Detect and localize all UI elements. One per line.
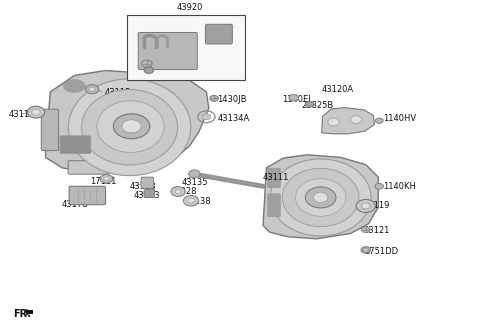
Bar [26,310,33,314]
FancyBboxPatch shape [144,190,155,197]
Circle shape [104,177,109,181]
Text: 43121: 43121 [364,226,390,235]
Text: 43714B: 43714B [163,54,195,64]
Circle shape [363,248,368,252]
Ellipse shape [82,90,178,165]
Text: FR.: FR. [13,309,31,319]
Text: 43920: 43920 [177,4,203,12]
FancyBboxPatch shape [41,109,59,151]
Circle shape [305,187,336,208]
Text: 43929: 43929 [145,31,171,40]
Text: 1430JB: 1430JB [217,94,247,104]
Circle shape [313,193,328,202]
Circle shape [144,67,154,73]
FancyBboxPatch shape [268,194,280,216]
FancyBboxPatch shape [268,168,280,188]
Polygon shape [263,155,378,239]
Text: 1140KH: 1140KH [383,182,416,191]
Circle shape [183,195,199,206]
Ellipse shape [63,80,85,92]
Ellipse shape [97,101,164,153]
Text: 1140EJ: 1140EJ [282,94,311,104]
FancyBboxPatch shape [68,161,109,174]
Circle shape [32,109,40,115]
Circle shape [350,116,362,124]
Circle shape [142,60,152,67]
Circle shape [202,114,211,120]
Text: 43134A: 43134A [217,114,250,123]
Text: 43123: 43123 [133,191,160,200]
FancyBboxPatch shape [138,32,197,70]
Polygon shape [322,108,374,134]
Text: 43119: 43119 [364,200,390,210]
Circle shape [171,187,185,196]
Circle shape [85,85,99,94]
Circle shape [210,95,218,101]
Text: 43113: 43113 [9,110,35,119]
Bar [127,15,245,80]
Text: 1751DD: 1751DD [364,247,398,256]
FancyBboxPatch shape [69,186,106,205]
Text: 43111: 43111 [263,173,289,182]
Ellipse shape [69,79,191,176]
Circle shape [361,203,370,209]
Text: 43929: 43929 [138,25,165,34]
Circle shape [188,198,194,203]
Text: 43120A: 43120A [322,85,354,94]
Ellipse shape [282,168,359,227]
Text: 43115: 43115 [105,88,131,97]
Circle shape [375,118,383,123]
Circle shape [289,94,299,101]
Circle shape [305,101,314,107]
Circle shape [175,190,181,194]
Text: 1140HV: 1140HV [383,114,416,123]
FancyBboxPatch shape [141,177,154,188]
Circle shape [189,170,200,178]
Text: 43178: 43178 [61,199,88,209]
Polygon shape [101,174,112,183]
Ellipse shape [270,159,371,236]
Circle shape [328,118,339,126]
Ellipse shape [296,178,346,216]
Text: 43838: 43838 [163,63,190,72]
Text: 21825B: 21825B [301,101,334,110]
Circle shape [356,199,375,213]
FancyBboxPatch shape [60,136,91,154]
Circle shape [122,120,141,133]
Text: 43138: 43138 [185,197,211,206]
Circle shape [27,106,45,118]
Circle shape [361,227,370,233]
Text: 43118: 43118 [130,182,156,191]
Text: 17121: 17121 [90,176,117,186]
Circle shape [89,87,95,91]
FancyBboxPatch shape [205,24,232,44]
Text: 43135: 43135 [181,177,208,187]
Text: 45328: 45328 [170,187,197,196]
Circle shape [113,114,150,139]
Circle shape [361,247,371,253]
Polygon shape [46,71,209,173]
Circle shape [375,183,384,189]
